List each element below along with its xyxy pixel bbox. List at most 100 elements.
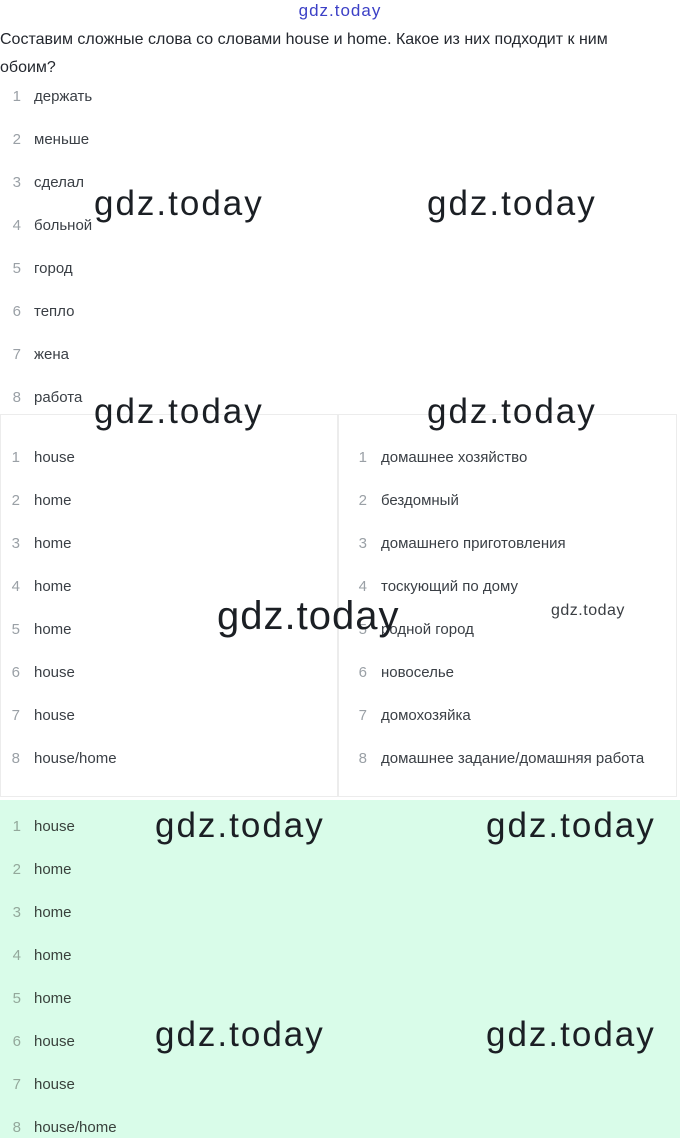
list-item-text: home	[34, 990, 72, 1007]
table-row-number: 4	[358, 578, 367, 595]
table-row-number: 3	[11, 535, 20, 552]
list-item-text: house	[34, 818, 75, 835]
answer-table-russian-column: 1 домашнее хозяйство 2 бездомный 3 домашнег…	[338, 414, 677, 797]
list-item-number: 6	[12, 1033, 21, 1050]
table-row-number: 1	[358, 449, 367, 466]
table-row-number: 1	[11, 449, 20, 466]
site-logo-link[interactable]: gdz.today	[298, 1, 382, 20]
list-item-text: сделал	[34, 174, 84, 191]
table-row-number: 8	[358, 750, 367, 767]
list-item-number: 4	[12, 947, 21, 964]
list-item: 4 home	[12, 947, 680, 990]
table-row-text: house	[34, 707, 75, 724]
list-item: 3 home	[12, 904, 680, 947]
question-text: Составим сложные слова со словами house …	[0, 31, 608, 76]
list-item-text: жена	[34, 346, 70, 363]
list-item-number: 8	[12, 389, 21, 406]
table-row-text: home	[34, 578, 72, 595]
list-item-text: держать	[34, 88, 93, 105]
table-row: 7 house	[11, 707, 337, 750]
table-row-text: house	[34, 449, 75, 466]
table-row-text: домохозяйка	[381, 707, 471, 724]
table-row: 2 бездомный	[358, 492, 676, 535]
table-row: 6 новоселье	[358, 664, 676, 707]
table-row-number: 3	[358, 535, 367, 552]
table-row-text: home	[34, 492, 72, 509]
table-row-text: новоселье	[381, 664, 455, 681]
list-item: 4 больной	[12, 217, 93, 260]
table-row-number: 4	[11, 578, 20, 595]
table-row: 4 тоскующий по дому	[358, 578, 676, 621]
list-item-number: 1	[12, 88, 21, 105]
table-row: 1 house	[11, 449, 337, 492]
table-row-text: тоскующий по дому	[381, 578, 518, 595]
table-row-number: 2	[11, 492, 20, 509]
table-row-number: 7	[11, 707, 20, 724]
list-item: 5 home	[12, 990, 680, 1033]
list-item-text: home	[34, 861, 72, 878]
list-item-number: 3	[12, 904, 21, 921]
list-item-number: 1	[12, 818, 21, 835]
table-row: 7 домохозяйка	[358, 707, 676, 750]
table-row-text: house/home	[34, 750, 117, 767]
table-row-text: home	[34, 621, 72, 638]
table-row-number: 6	[11, 664, 20, 681]
list-item: 1 house	[12, 818, 680, 861]
table-row-text: домашнее задание/домашняя работа	[381, 750, 645, 767]
table-row: 5 home	[11, 621, 337, 664]
list-item-number: 7	[12, 1076, 21, 1093]
word-list: 1 держать 2 меньше 3 сделал 4 больной 5 город…	[12, 88, 93, 432]
table-row-text: родной город	[381, 621, 474, 638]
table-row-text: домашнее хозяйство	[381, 449, 528, 466]
list-item-text: home	[34, 904, 72, 921]
list-item-text: house	[34, 1033, 75, 1050]
table-row-text: бездомный	[381, 492, 459, 509]
table-row-text: home	[34, 535, 72, 552]
list-item-text: меньше	[34, 131, 90, 148]
list-item-number: 2	[12, 131, 21, 148]
list-item: 7 жена	[12, 346, 92, 389]
list-item: 2 home	[12, 861, 680, 904]
table-row: 3 home	[11, 535, 337, 578]
list-item: 3 сделал	[12, 174, 92, 217]
list-item-number: 3	[12, 174, 21, 191]
list-item-text: больной	[34, 217, 93, 234]
table-row-number: 6	[358, 664, 367, 681]
list-item-text: город	[34, 260, 73, 277]
list-item-number: 6	[12, 303, 21, 320]
table-row-text: house	[34, 664, 75, 681]
list-item-number: 2	[12, 861, 21, 878]
list-item-number: 5	[12, 990, 21, 1007]
table-row: 1 домашнее хозяйство	[358, 449, 676, 492]
list-item: 6 house	[12, 1033, 680, 1076]
table-row-number: 5	[358, 621, 367, 638]
table-row-number: 7	[358, 707, 367, 724]
list-item-text: house/home	[34, 1119, 117, 1136]
table-row: 8 house/home	[11, 750, 337, 793]
table-row: 2 home	[11, 492, 337, 535]
list-item-number: 4	[12, 217, 21, 234]
table-row-number: 2	[358, 492, 367, 509]
table-row-number: 8	[11, 750, 20, 767]
watermark: gdz.today	[94, 184, 264, 223]
list-item: 8 работа	[12, 389, 92, 432]
list-item: 2 меньше	[12, 131, 92, 174]
list-item-text: работа	[34, 389, 83, 406]
watermark: gdz.today	[427, 184, 597, 223]
list-item-number: 5	[12, 260, 21, 277]
table-row: 4 home	[11, 578, 337, 621]
list-item: 7 house	[12, 1076, 680, 1119]
table-row-text: домашнего приготовления	[381, 535, 566, 552]
list-item-text: house	[34, 1076, 75, 1093]
table-row: 8 домашнее задание/домашняя работа	[358, 750, 676, 793]
table-row-number: 5	[11, 621, 20, 638]
list-item-text: тепло	[34, 303, 75, 320]
list-item: 5 город	[12, 260, 92, 303]
list-item-number: 8	[12, 1119, 21, 1136]
header: gdz.today	[0, 1, 680, 21]
table-row: 5 родной город	[358, 621, 676, 664]
table-row: 6 house	[11, 664, 337, 707]
